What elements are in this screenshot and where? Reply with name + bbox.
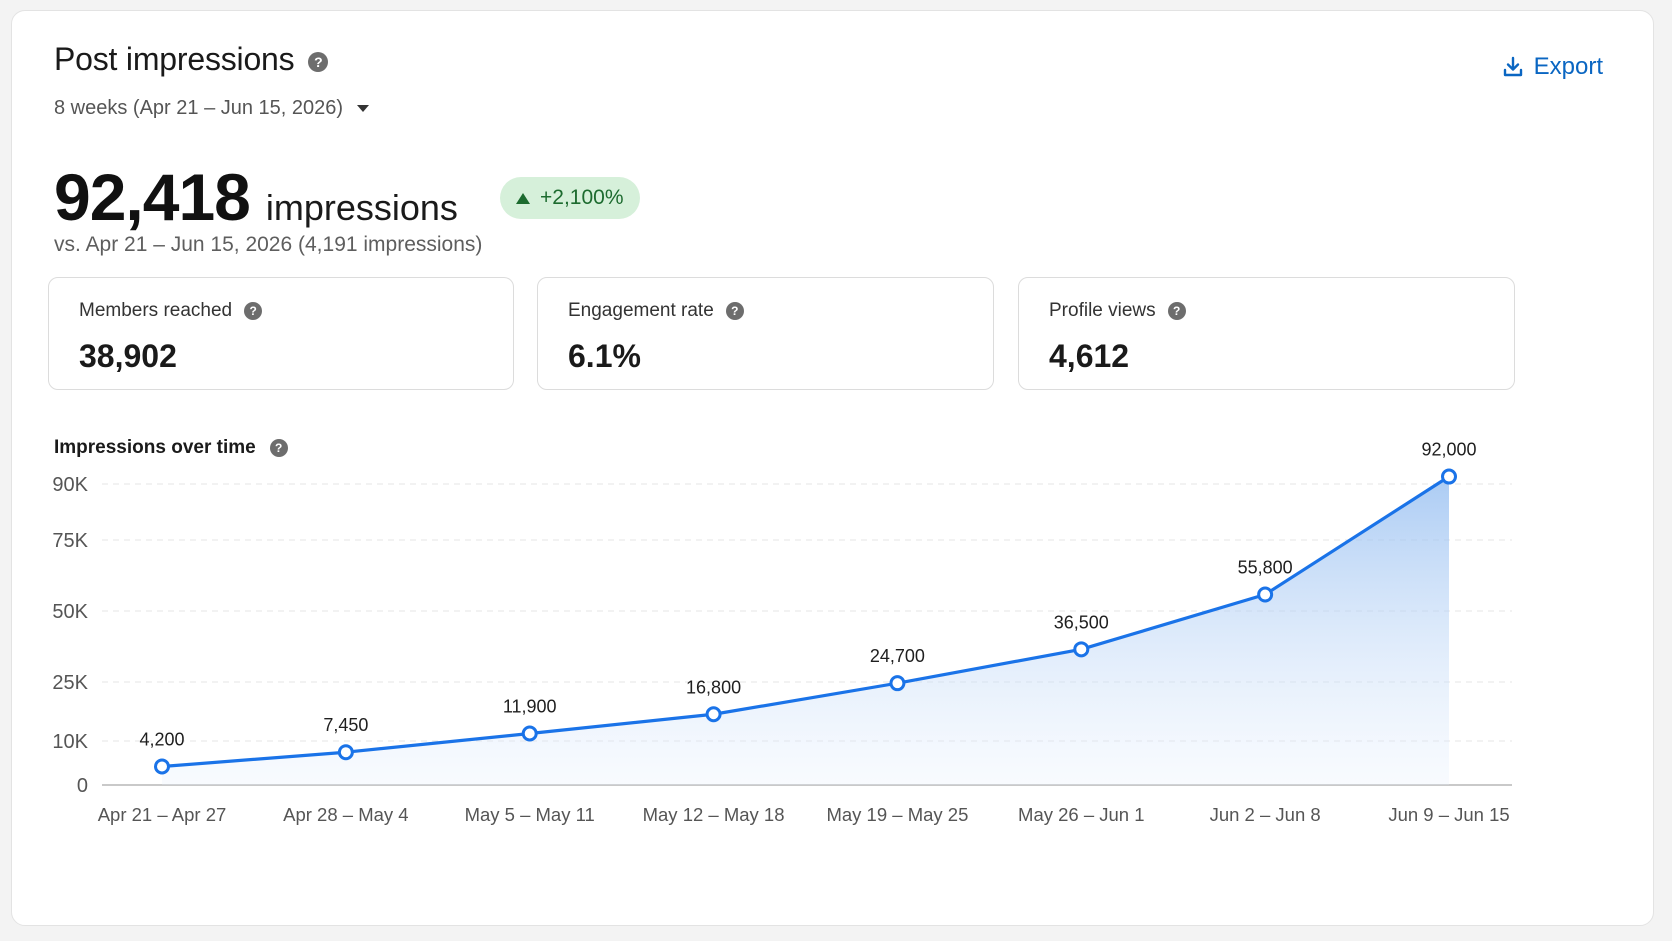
metric-value: 38,902 xyxy=(79,338,177,374)
x-tick-label: Jun 9 – Jun 15 xyxy=(1388,804,1509,825)
impressions-chart: 0 10K 25K 50K 75K 90K 4,200 7,450 11,900 16,800 24… xyxy=(52,440,1512,825)
chart-title-label: Impressions over time xyxy=(54,437,256,458)
metric-card-engagement-rate: Engagement rate ? 6.1% xyxy=(537,277,994,390)
help-icon[interactable]: ? xyxy=(1167,302,1186,320)
x-tick-label: May 5 – May 11 xyxy=(465,804,595,825)
data-label: 55,800 xyxy=(1238,558,1293,578)
metric-card-members-reached: Members reached ? 38,902 xyxy=(48,277,514,390)
title-row: Post impressions ? xyxy=(54,41,329,78)
date-range-dropdown[interactable]: 8 weeks (Apr 21 – Jun 15, 2026) xyxy=(54,97,370,120)
y-tick-label: 10K xyxy=(52,731,88,753)
export-label: Export xyxy=(1533,53,1603,80)
y-tick-label: 50K xyxy=(52,601,88,623)
x-tick-label: Jun 2 – Jun 8 xyxy=(1210,804,1321,825)
metric-label-row: Engagement rate ? xyxy=(568,300,744,322)
data-label: 16,800 xyxy=(686,677,741,697)
y-tick-label: 75K xyxy=(52,530,88,552)
impressions-total: 92,418 xyxy=(54,160,251,234)
y-tick-label: 0 xyxy=(77,775,88,797)
metric-label-row: Profile views ? xyxy=(1049,300,1186,322)
data-point xyxy=(1441,468,1457,485)
data-label: 11,900 xyxy=(503,697,557,717)
area-fill xyxy=(162,476,1449,785)
x-tick-label: Apr 28 – May 4 xyxy=(283,804,408,825)
metric-label: Engagement rate xyxy=(568,300,714,321)
data-point xyxy=(889,675,906,692)
data-point xyxy=(705,706,722,723)
data-label: 7,450 xyxy=(323,715,368,735)
help-icon[interactable]: ? xyxy=(725,302,744,320)
help-icon[interactable]: ? xyxy=(244,302,263,320)
data-point xyxy=(1257,586,1274,603)
series-line xyxy=(161,475,1450,769)
y-tick-label: 25K xyxy=(52,672,88,694)
chevron-down-icon xyxy=(357,105,370,112)
impressions-summary: 92,418 impressions xyxy=(54,159,458,235)
export-button[interactable]: Export xyxy=(1502,53,1603,81)
y-tick-label: 90K xyxy=(52,474,88,496)
metric-label-row: Members reached ? xyxy=(79,300,263,322)
data-label: 24,700 xyxy=(870,646,925,666)
download-icon xyxy=(1503,56,1522,77)
change-value: +2,100% xyxy=(540,186,624,209)
metric-label: Members reached xyxy=(79,300,233,321)
date-range-label: 8 weeks (Apr 21 – Jun 15, 2026) xyxy=(54,97,344,119)
x-tick-label: May 19 – May 25 xyxy=(826,804,968,825)
change-badge: +2,100% xyxy=(500,177,640,219)
comparison-text: vs. Apr 21 – Jun 15, 2026 (4,191 impress… xyxy=(54,233,483,256)
page-title: Post impressions xyxy=(54,41,295,77)
help-icon[interactable]: ? xyxy=(308,51,329,72)
chart-title: Impressions over time ? xyxy=(54,437,288,459)
metric-value: 4,612 xyxy=(1049,338,1130,374)
data-point xyxy=(521,725,538,742)
x-tick-label: Apr 21 – Apr 27 xyxy=(98,804,227,825)
x-tick-label: May 26 – Jun 1 xyxy=(1018,804,1145,825)
post-impressions-card: Post impressions ? 8 weeks (Apr 21 – Jun… xyxy=(11,10,1654,926)
x-tick-label: May 12 – May 18 xyxy=(643,804,785,825)
data-label: 92,000 xyxy=(1421,440,1476,460)
metric-value: 6.1% xyxy=(568,338,641,374)
arrow-up-icon xyxy=(516,192,530,204)
impressions-unit: impressions xyxy=(265,187,458,228)
data-point xyxy=(337,744,354,761)
metric-card-profile-views: Profile views ? 4,612 xyxy=(1018,277,1515,390)
data-point xyxy=(154,758,170,775)
metric-label: Profile views xyxy=(1049,300,1156,321)
data-label: 36,500 xyxy=(1054,612,1109,632)
data-label: 4,200 xyxy=(139,730,184,750)
help-icon[interactable]: ? xyxy=(269,439,288,457)
data-point xyxy=(1073,641,1090,658)
